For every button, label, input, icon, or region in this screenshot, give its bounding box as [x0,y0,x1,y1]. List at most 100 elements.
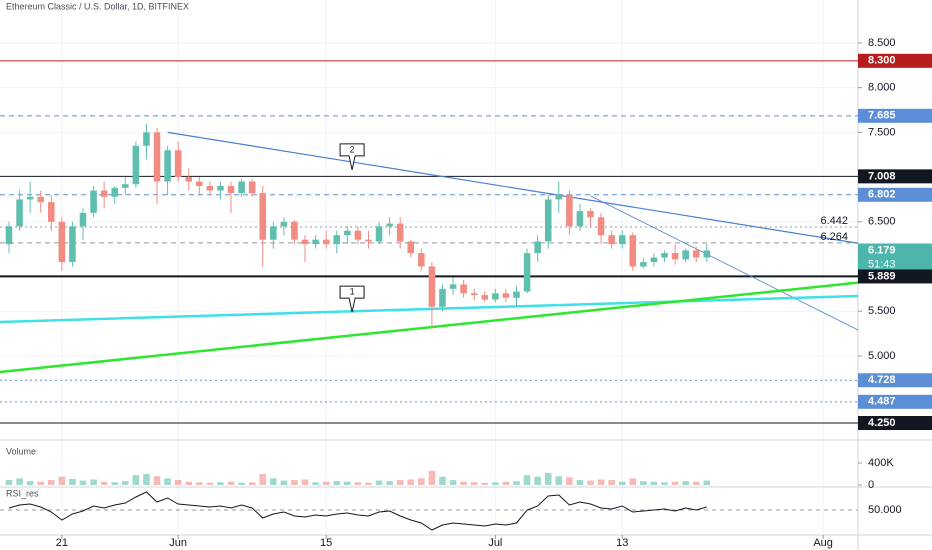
candle-body [513,291,520,298]
candle-body [470,293,478,296]
volume-bar [544,472,552,485]
volume-bar [418,478,425,485]
candle-body [301,239,309,245]
volume-bar [597,479,605,485]
candle-body [164,150,171,182]
candle-body [227,186,235,194]
volume-bar [143,473,150,485]
volume-bar [587,480,594,485]
volume-bar [608,480,615,485]
volume-bar [270,478,277,485]
volume-bar [58,476,66,485]
volume-bar [375,480,383,485]
y-tick-label: 5.000 [868,350,896,362]
y-tick-label: 6.500 [868,216,896,228]
volume-bar [217,482,224,485]
volume-bar [69,478,76,485]
volume-bar [37,481,44,485]
volume-bar [153,476,161,485]
volume-bar [566,477,573,485]
y-tick-label: 5.500 [868,305,896,317]
volume-bar [365,482,372,485]
volume-bar [460,481,467,485]
candle-body [544,199,552,242]
callout-label: 1 [350,286,355,296]
x-tick-label: 21 [56,537,68,549]
volume-bar [48,480,55,485]
volume-bar [174,480,182,485]
candle-body [111,187,118,197]
price-badge-label: 6.802 [868,189,896,201]
price-badge [858,416,932,431]
callout [339,143,365,171]
trend-line [0,294,859,324]
volume-bar [90,479,97,485]
price-badge-label: 7.685 [868,110,896,122]
candle-body [206,186,214,191]
volume-bar [629,478,637,485]
candle-body [555,194,563,200]
volume-bar [100,481,108,485]
price-badge-label: 8.300 [868,55,896,67]
price-badge [858,108,932,123]
candle-body [608,235,615,245]
candle-body [386,223,393,227]
candle-body [58,221,66,263]
volume-bar [671,481,679,485]
level-label: 6.264 [820,231,848,243]
volume-bar [692,481,700,485]
candle-body [196,181,203,187]
x-tick-label: 15 [320,537,332,549]
level-label: 6.442 [820,215,848,227]
price-badge-label: 4.487 [868,396,896,408]
volume-bar [322,481,330,485]
candle-body [418,253,425,267]
candle-body [79,212,87,227]
countdown-label: 51:43 [868,258,896,270]
candle-body [407,241,415,254]
volume-bar [470,482,478,485]
volume-bar [640,481,647,485]
candle-body [100,190,108,197]
candle-body [259,193,267,240]
candle-body [69,226,76,263]
candle-body [322,239,330,245]
candle-body [671,253,679,260]
price-badge-label: 4.728 [868,374,896,386]
candle-body [396,223,404,242]
trend-line [0,281,859,374]
candle-body [312,239,319,245]
y-tick-label: 7.500 [868,126,896,138]
candle-body [566,194,573,227]
rsi-line [8,491,707,531]
volume-bar [16,478,23,485]
candle-body [534,241,541,254]
pane-label: Volume [6,446,36,456]
candle-body [122,184,129,188]
trend-line [167,131,859,244]
y-tick-label: 8.500 [868,37,896,49]
price-badge-label: 4.250 [868,417,896,429]
chart-title: Ethereum Classic / U.S. Dollar, 1D, BITF… [6,1,189,11]
candle-body [344,230,351,236]
candle-body [333,235,341,245]
candle-body [354,230,362,240]
price-badge [858,53,932,68]
volume-bar [344,481,351,485]
volume-bar [703,480,711,485]
x-tick-label: Jul [488,537,502,549]
candle-body [132,145,140,185]
pane-label: RSI_res [6,488,39,498]
candle-body [629,235,637,267]
volume-bar [481,482,489,485]
trend-line [590,195,859,331]
candle-body [174,150,182,178]
candle-body [682,250,689,260]
volume-bar [164,478,171,485]
candle-body [153,132,161,182]
volume-bar [132,475,140,485]
volume-bar [428,470,436,485]
volume-bar [513,481,520,485]
